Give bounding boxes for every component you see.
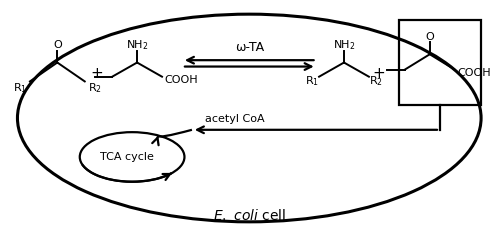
- Text: acetyl CoA: acetyl CoA: [204, 114, 264, 124]
- Text: R$_2$: R$_2$: [88, 82, 102, 95]
- Text: ω-TA: ω-TA: [234, 41, 264, 54]
- Text: R$_2$: R$_2$: [370, 75, 384, 88]
- Text: COOH: COOH: [457, 68, 491, 78]
- Bar: [399, 20, 481, 105]
- Text: O: O: [53, 40, 62, 50]
- Text: +: +: [91, 66, 104, 81]
- Text: COOH: COOH: [164, 75, 198, 85]
- Text: $\it{E.\ coli}$ cell: $\it{E.\ coli}$ cell: [212, 208, 286, 223]
- Text: TCA cycle: TCA cycle: [100, 152, 154, 162]
- Text: NH$_2$: NH$_2$: [332, 38, 355, 52]
- Text: +: +: [372, 66, 386, 81]
- Text: R$_1$: R$_1$: [304, 75, 318, 88]
- Text: R$_1$: R$_1$: [13, 82, 27, 95]
- Text: O: O: [426, 32, 434, 42]
- Text: NH$_2$: NH$_2$: [126, 38, 148, 52]
